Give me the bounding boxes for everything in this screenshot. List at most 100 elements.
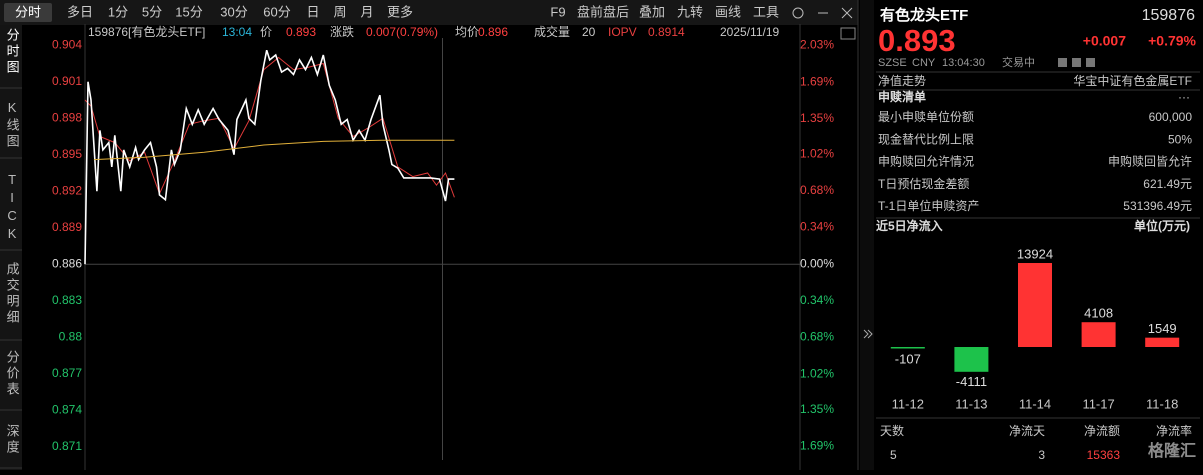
flow-unit: 单位(万元) xyxy=(1134,218,1190,233)
tab[interactable]: 分时 xyxy=(15,4,41,19)
quote-price: 0.893 xyxy=(878,23,956,58)
row-label: 申购赎回允许情况 xyxy=(878,154,974,169)
info-iopv: 0.8914 xyxy=(648,25,685,39)
sidebar-item[interactable]: 深度 xyxy=(5,424,20,456)
section-title: 申赎清单 xyxy=(878,89,926,104)
table-header: 净流额 xyxy=(1084,424,1120,438)
y2-tick-label: 1.69% xyxy=(800,74,834,88)
y-tick-label: 0.874 xyxy=(52,402,82,416)
tool[interactable]: 九转 xyxy=(677,4,703,19)
table-header: 天数 xyxy=(880,423,904,438)
quote-currency: CNY xyxy=(912,57,936,69)
y2-tick-label: 2.03% xyxy=(800,38,834,52)
tab[interactable]: 1分 xyxy=(108,4,128,19)
tool[interactable]: 画线 xyxy=(715,4,741,19)
flow-date: 11-14 xyxy=(1019,396,1051,411)
tab[interactable]: 更多 xyxy=(387,4,413,19)
info-volume: 20 xyxy=(582,25,596,39)
info-price: 0.893 xyxy=(286,25,316,39)
y-tick-label: 0.886 xyxy=(52,256,82,270)
y2-tick-label: 1.02% xyxy=(800,366,834,380)
y-tick-label: 0.889 xyxy=(52,220,82,234)
toolbar xyxy=(0,0,858,25)
flow-bar xyxy=(890,346,925,349)
price-line xyxy=(93,139,455,161)
row-value: 531396.49元 xyxy=(1123,199,1192,213)
tab[interactable]: 60分 xyxy=(263,4,290,19)
tab[interactable]: 多日 xyxy=(67,4,93,19)
collapse-strip xyxy=(860,0,874,470)
quote-exchange: SZSE xyxy=(878,57,907,69)
info-label: 均价 xyxy=(455,25,479,39)
y2-tick-label: 0.34% xyxy=(800,293,834,307)
y-tick-label: 0.871 xyxy=(52,439,82,453)
tab[interactable]: 日 xyxy=(306,4,319,19)
corner-icon[interactable] xyxy=(840,27,856,40)
flow-bar xyxy=(1145,337,1180,347)
nav-value: 华宝中证有色金属ETF xyxy=(1073,73,1192,88)
y-tick-label: 0.88 xyxy=(59,329,83,343)
y-tick-label: 0.895 xyxy=(52,147,82,161)
quote-change-pct: +0.79% xyxy=(1148,33,1196,49)
row-label: 现金替代比例上限 xyxy=(878,131,974,146)
tool[interactable]: 叠加 xyxy=(639,4,665,19)
close-icon[interactable] xyxy=(841,7,853,19)
info-label: IOPV xyxy=(608,25,637,39)
sidebar xyxy=(0,25,22,470)
row-value: 申购赎回皆允许 xyxy=(1108,154,1192,169)
row-label: 最小申赎单位份额 xyxy=(878,109,974,124)
y2-tick-label: 1.69% xyxy=(800,438,834,452)
flow-bar xyxy=(1081,322,1116,347)
tab[interactable]: 周 xyxy=(333,4,346,19)
watermark: 格隆汇 xyxy=(1148,441,1196,460)
flow-value: -107 xyxy=(895,351,921,366)
nav-label[interactable]: 净值走势 xyxy=(878,73,926,88)
tool[interactable]: 盘前盘后 xyxy=(577,4,629,19)
icon[interactable] xyxy=(1072,58,1081,67)
tab[interactable]: 月 xyxy=(360,4,373,19)
icon[interactable] xyxy=(1086,58,1095,67)
more[interactable]: ··· xyxy=(1178,90,1190,104)
collapse-icon[interactable] xyxy=(863,329,869,339)
tab[interactable]: 5分 xyxy=(142,4,162,19)
info-change: 0.007(0.79%) xyxy=(366,25,438,39)
settings-icon[interactable] xyxy=(792,7,804,19)
icon[interactable] xyxy=(1058,58,1067,67)
row-label: T-1日单位申赎资产 xyxy=(878,198,979,213)
table-cell: 5 xyxy=(890,448,897,462)
table-header: 净流率 xyxy=(1156,423,1192,438)
tab-active-bg xyxy=(4,3,52,22)
quote-status: 交易中 xyxy=(1002,55,1035,69)
price-line xyxy=(84,49,455,265)
sidebar-item[interactable]: 分时图 xyxy=(5,28,20,76)
quote-change: +0.007 xyxy=(1083,33,1126,49)
tab[interactable]: 15分 xyxy=(175,4,202,19)
flow-date: 11-17 xyxy=(1082,396,1114,411)
info-date: 2025/11/19 xyxy=(720,25,779,39)
sidebar-item[interactable]: TICK xyxy=(5,172,20,244)
table-cell: 15363 xyxy=(1087,448,1121,462)
flow-value: 1549 xyxy=(1148,321,1177,336)
info-name: 159876[有色龙头ETF] xyxy=(88,25,205,39)
y-tick-label: 0.898 xyxy=(52,110,82,124)
flow-value: 4108 xyxy=(1084,306,1113,321)
collapse-icon[interactable] xyxy=(867,329,873,339)
y-tick-label: 0.883 xyxy=(52,293,82,307)
tab[interactable]: 30分 xyxy=(220,4,247,19)
info-label: 涨跌 xyxy=(330,24,354,39)
y2-tick-label: 0.00% xyxy=(800,256,834,270)
y2-tick-label: 0.68% xyxy=(800,183,834,197)
tool[interactable]: F9 xyxy=(550,4,565,19)
sidebar-item[interactable]: K线图 xyxy=(5,100,20,150)
info-label: 价 xyxy=(260,25,272,39)
info-time: 13:04 xyxy=(222,25,252,39)
y2-tick-label: 0.68% xyxy=(800,330,834,344)
y2-tick-label: 1.02% xyxy=(800,146,834,160)
sidebar-item[interactable]: 分价表 xyxy=(5,350,20,398)
flow-bar xyxy=(1018,263,1052,347)
quote-time: 13:04:30 xyxy=(942,57,985,69)
tool[interactable]: 工具 xyxy=(753,4,779,19)
row-label: T日预估现金差额 xyxy=(878,176,969,191)
sidebar-item[interactable]: 成交明细 xyxy=(5,262,20,326)
row-value: 50% xyxy=(1168,132,1192,146)
